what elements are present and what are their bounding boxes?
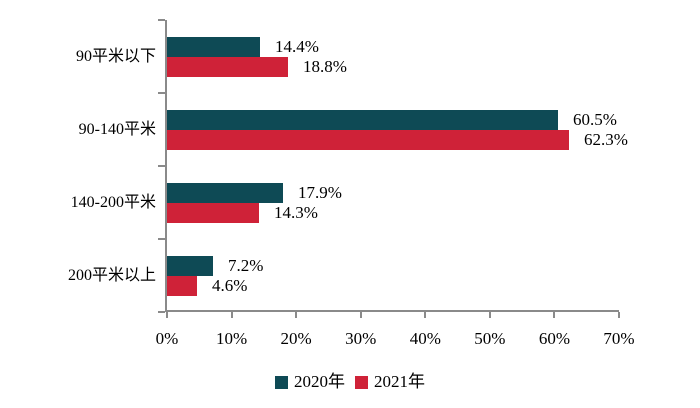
value-label: 14.3%	[274, 203, 318, 222]
x-axis-tick	[295, 312, 298, 318]
legend: 2020年 2021年	[0, 371, 700, 393]
x-axis-tick	[553, 312, 556, 318]
category-label: 90-140平米	[78, 120, 156, 138]
value-label: 18.8%	[303, 57, 347, 76]
legend-item-2020: 2020年	[275, 372, 345, 392]
bar-series-2021-cat0	[167, 57, 288, 77]
y-axis-line	[165, 20, 167, 312]
y-axis-tick	[158, 165, 165, 167]
legend-label: 2020年	[294, 372, 345, 391]
x-axis-tick	[488, 312, 491, 318]
category-label: 140-200平米	[70, 193, 156, 211]
bar-series-2020-cat2	[167, 183, 283, 203]
legend-swatch-icon	[355, 375, 368, 389]
x-tick-label: 20%	[280, 329, 312, 348]
value-label: 7.2%	[228, 256, 264, 275]
bar-series-2021-cat3	[167, 276, 197, 296]
x-tick-label: 50%	[474, 329, 506, 348]
x-tick-label: 30%	[345, 329, 377, 348]
x-tick-label: 10%	[215, 329, 248, 348]
category-label: 200平米以上	[67, 266, 156, 284]
value-label: 62.3%	[584, 130, 628, 149]
bar-series-2021-cat2	[167, 203, 259, 223]
x-axis-tick	[166, 312, 168, 318]
legend-label: 2021年	[374, 372, 425, 391]
bar-series-2020-cat0	[167, 37, 260, 57]
value-label: 60.5%	[573, 110, 617, 129]
y-axis-tick	[158, 311, 165, 313]
bar-series-2020-cat3	[167, 256, 213, 276]
legend-item-2021: 2021年	[355, 372, 425, 392]
x-axis-tick	[359, 312, 362, 318]
x-tick-label: 0%	[155, 329, 179, 348]
y-axis-tick	[158, 19, 165, 21]
value-label: 17.9%	[298, 183, 342, 202]
category-label: 90平米以下	[75, 47, 156, 65]
value-label: 14.4%	[275, 37, 319, 56]
bar-series-2020-cat1	[167, 110, 558, 130]
x-tick-label: 40%	[409, 329, 441, 348]
y-axis-tick	[158, 238, 165, 240]
x-axis-tick	[424, 312, 427, 318]
x-axis-line	[165, 310, 619, 312]
legend-swatch-icon	[275, 375, 288, 389]
x-tick-label: 70%	[603, 329, 635, 348]
y-axis-tick	[158, 92, 165, 94]
x-axis-tick	[618, 312, 620, 318]
x-tick-label: 60%	[538, 329, 570, 348]
bar-series-2021-cat1	[167, 130, 569, 150]
x-axis-tick	[230, 312, 233, 318]
value-label: 4.6%	[212, 276, 248, 295]
